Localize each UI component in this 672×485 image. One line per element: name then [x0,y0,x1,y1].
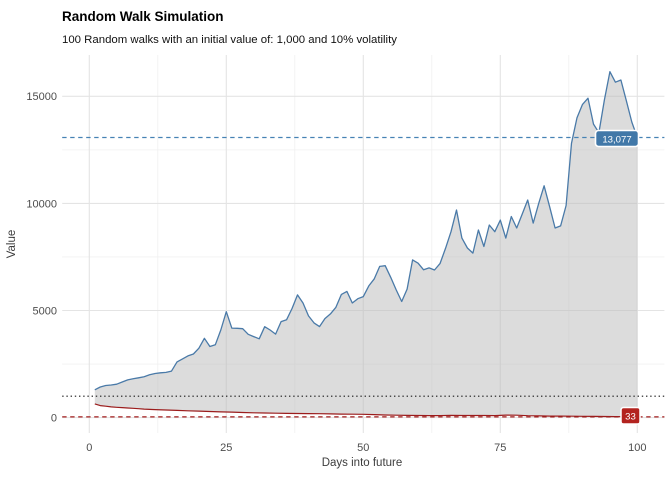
x-tick-label: 25 [220,442,232,454]
max-walk-line [94,71,638,391]
max-value-badge-box [594,129,640,148]
min-value-badge-box [620,406,641,425]
y-tick-label: 5000 [33,305,57,317]
min-value-badge-label: 33 [625,412,636,423]
y-tick-label: 10000 [26,198,57,210]
y-axis-title: Value [6,230,18,259]
min-walk-line [94,403,638,418]
page-title: Random Walk Simulation [62,9,224,24]
max-value-badge: 13,077 [594,129,640,148]
min-value-badge: 33 [620,406,641,425]
y-tick-label: 0 [51,413,57,425]
x-axis-title: Days into future [322,457,403,469]
chart-generated: 0 5000 10000 15000 0 25 50 75 100 [26,55,665,454]
x-tick-label: 50 [357,442,369,454]
x-tick-label: 75 [494,442,506,454]
x-tick-label: 100 [628,442,646,454]
ribbon-area [94,71,638,417]
chart-subtitle: 100 Random walks with an initial value o… [62,34,397,46]
max-value-badge-label: 13,077 [602,134,631,145]
x-tick-label: 0 [86,442,92,454]
y-tick-label: 15000 [26,91,57,103]
